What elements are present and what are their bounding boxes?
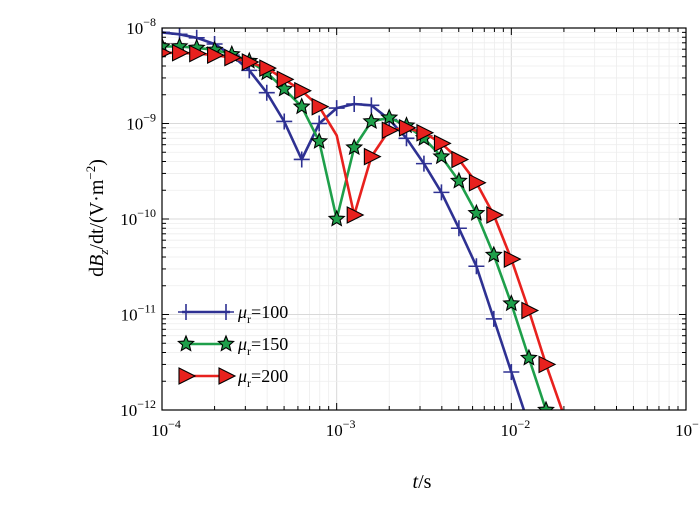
data-point [484,245,503,263]
data-point [503,250,522,269]
series-3 [162,43,564,410]
legend: μr=100 μr=150 μr=200 [177,302,288,390]
data-point [311,97,330,116]
data-point [259,59,278,78]
data-point [276,70,295,89]
data-point [346,206,365,224]
data-point [468,173,487,192]
legend-marker [178,304,194,320]
data-point [380,108,399,126]
data-point [519,348,538,366]
data-point [328,100,345,117]
data-point [451,150,470,169]
y-tick-label: 10−10 [120,206,156,229]
data-point [503,363,520,380]
y-axis-label: dBz/dt/(V·m−2) [83,159,111,277]
x-tick-label: 10−4 [151,417,181,440]
data-point [521,301,540,320]
x-axis-label: t/s [413,471,432,493]
data-point [485,310,502,327]
legend-label: μr=200 [237,366,288,390]
data-point [362,112,381,130]
data-point [450,220,467,237]
data-point [327,209,346,227]
data-point [346,96,363,113]
series-line [162,31,526,410]
tick-labels: 10−4 10−3 10−2 10−1 10−8 10−9 10−10 10−11 10−12 [120,15,700,440]
legend-item: μr=200 [178,366,288,390]
data-point [292,97,311,115]
legend-item: μr=150 [177,334,288,358]
data-point [171,43,190,62]
data-point [432,147,451,165]
data-point [311,115,328,132]
data-point [363,97,380,114]
data-point [415,155,432,172]
data-point [538,355,557,374]
data-point [241,53,260,71]
data-point [467,203,486,221]
data-point [537,400,555,410]
data-point [468,258,485,275]
x-tick-label: 10−1 [675,417,700,440]
x-tick-label: 10−2 [500,417,530,440]
data-point [162,28,170,41]
data-point [433,184,450,201]
legend-marker [217,334,235,352]
data-point [363,147,382,166]
data-point [416,123,435,142]
data-point [258,84,275,101]
data-point [449,171,468,189]
legend-label: μr=150 [237,334,288,358]
x-tick-label: 10−3 [326,417,356,440]
y-tick-label: 10−12 [120,397,156,420]
legend-item: μr=100 [178,302,288,326]
legend-marker [218,304,234,320]
data-point [398,118,417,137]
data-point [294,81,312,100]
legend-marker [177,334,195,352]
legend-label: μr=100 [237,302,288,326]
y-tick-label: 10−11 [121,302,156,325]
data-point [224,48,243,67]
series-line [162,51,564,410]
series-layer [162,28,564,410]
data-point [207,46,225,65]
axis-ticks [161,28,686,411]
data-point [433,134,452,153]
legend-marker [178,367,197,385]
data-point [381,121,400,140]
data-point [189,44,207,63]
data-point [502,294,521,312]
data-point [486,206,505,224]
data-point [345,138,364,156]
data-point [310,131,329,149]
y-tick-label: 10−8 [126,15,156,38]
legend-marker [218,367,237,385]
data-point [293,151,310,168]
data-point [276,113,293,130]
y-tick-label: 10−9 [126,111,156,134]
